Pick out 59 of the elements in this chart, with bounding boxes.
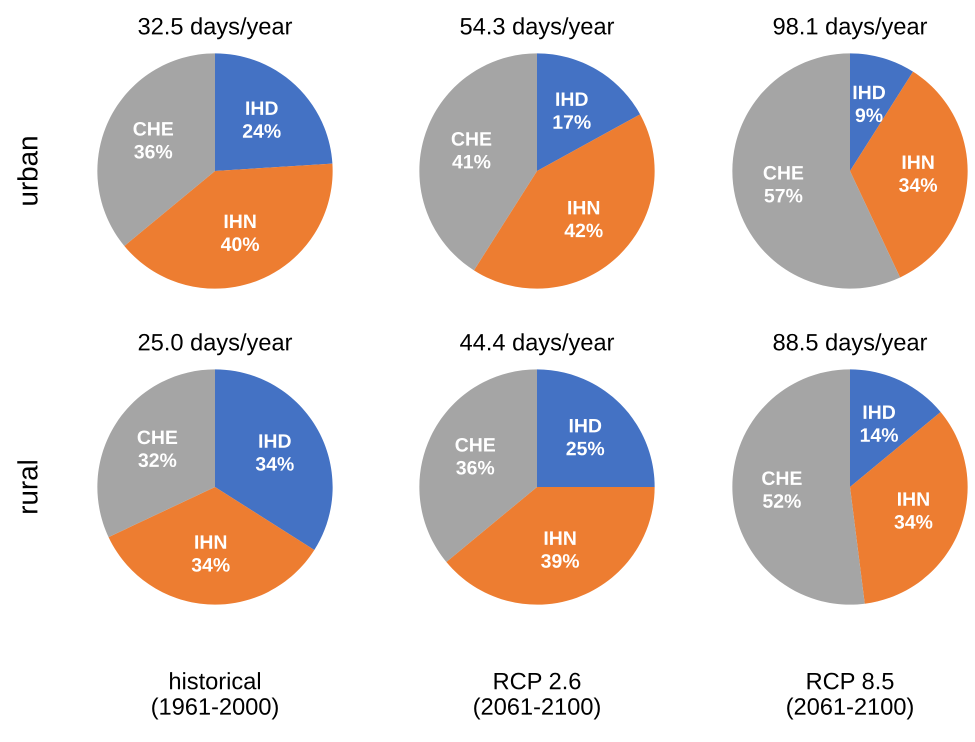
data-label: 34% bbox=[256, 456, 294, 471]
chart-title: 32.5 days/year bbox=[138, 17, 292, 40]
data-label: 34% bbox=[899, 178, 938, 192]
data-label: 52% bbox=[763, 494, 801, 508]
pie-slice bbox=[108, 487, 314, 605]
slice-label: IHD bbox=[556, 92, 588, 106]
slice-label: CHE bbox=[134, 122, 174, 136]
slice-label: IHN bbox=[568, 200, 600, 214]
data-label: 24% bbox=[242, 124, 281, 138]
pie-slice bbox=[97, 53, 215, 246]
chart-title: 54.3 days/year bbox=[460, 17, 614, 40]
pie-slice bbox=[419, 369, 537, 562]
pie-slice bbox=[850, 72, 968, 278]
slice-label: IHN bbox=[544, 531, 576, 545]
slice-label: IHN bbox=[195, 535, 226, 549]
data-label: 36% bbox=[456, 460, 494, 475]
data-label: 34% bbox=[894, 514, 932, 529]
text: urban bbox=[17, 137, 38, 205]
pie-slice bbox=[537, 53, 640, 171]
chart-title: 98.1 days/year bbox=[774, 17, 928, 40]
slice-label: IHD bbox=[864, 405, 895, 419]
text: historical (1961-2000) bbox=[152, 672, 278, 720]
data-label: 32% bbox=[138, 453, 176, 468]
slice-label: CHE bbox=[762, 471, 802, 486]
slice-label: IHD bbox=[854, 86, 885, 100]
pie-slice bbox=[446, 487, 655, 605]
data-label: 25% bbox=[566, 442, 604, 456]
slice-label: CHE bbox=[138, 430, 178, 444]
pie-slice bbox=[537, 369, 655, 487]
data-label: 34% bbox=[192, 558, 230, 572]
data-label: 40% bbox=[220, 237, 260, 252]
slice-label: CHE bbox=[456, 438, 496, 452]
pie-slice bbox=[850, 369, 941, 487]
text: RCP 2.6 (2061-2100) bbox=[474, 672, 600, 720]
chart-title: 44.4 days/year bbox=[460, 333, 614, 356]
data-label: 42% bbox=[564, 224, 603, 238]
pie-slice bbox=[124, 164, 333, 289]
pie-slice bbox=[215, 53, 332, 171]
data-label: 39% bbox=[541, 554, 580, 568]
data-label: 36% bbox=[134, 144, 172, 159]
text: rural bbox=[17, 461, 38, 513]
slice-label: IHD bbox=[259, 434, 291, 448]
data-label: 14% bbox=[860, 428, 898, 442]
slice-label: CHE bbox=[764, 166, 804, 180]
slice-label: IHN bbox=[898, 492, 929, 506]
slice-label: CHE bbox=[452, 132, 492, 146]
slice-label: IHN bbox=[902, 156, 934, 169]
data-label: 57% bbox=[764, 188, 802, 203]
slice-label: IHN bbox=[224, 214, 256, 228]
slice-label: IHD bbox=[570, 418, 602, 432]
data-label: 17% bbox=[554, 115, 591, 129]
data-label: 9% bbox=[856, 108, 883, 122]
chart-title: 25.0 days/year bbox=[138, 333, 292, 356]
text: RCP 8.5 (2061-2100) bbox=[787, 672, 913, 720]
data-label: 41% bbox=[452, 154, 490, 169]
slice-label: IHD bbox=[246, 101, 278, 115]
pie-slice bbox=[732, 53, 900, 289]
pie-slice bbox=[419, 53, 537, 270]
chart-title: 88.5 days/year bbox=[774, 333, 928, 356]
